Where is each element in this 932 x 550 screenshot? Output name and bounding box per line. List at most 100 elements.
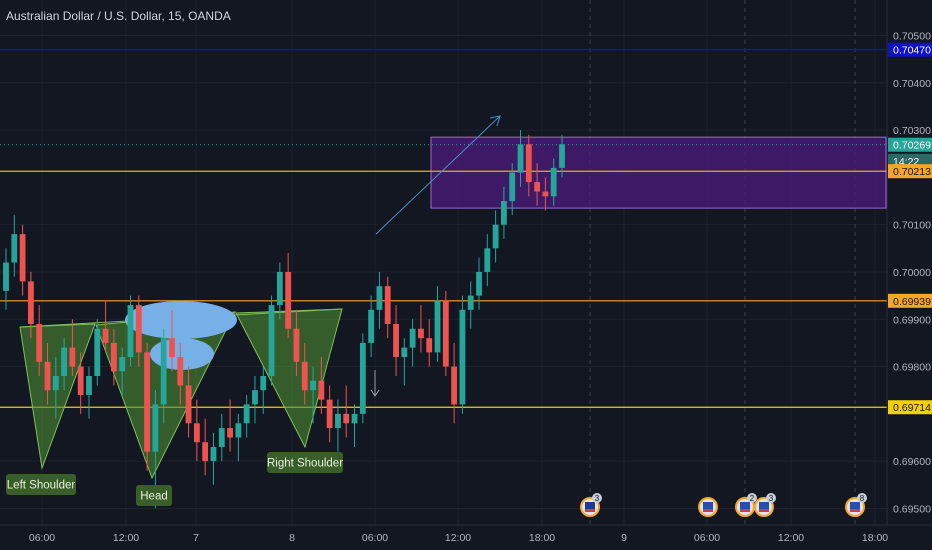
annotation-label-bg	[6, 474, 76, 495]
x-tick-label: 18:00	[862, 532, 888, 544]
candle-body	[418, 328, 424, 339]
chart-title: Australian Dollar / U.S. Dollar, 15, OAN…	[6, 9, 231, 23]
candle-body	[459, 309, 466, 405]
candle-body	[401, 347, 408, 358]
candle-body	[293, 328, 300, 362]
candle-body	[252, 390, 258, 405]
y-tick-label: 0.70300	[893, 125, 931, 137]
price-label: 0.70269	[893, 140, 931, 152]
price-label-bg	[888, 137, 932, 152]
candle-body	[202, 442, 209, 462]
candle-body	[52, 376, 59, 391]
candle-body	[61, 347, 67, 377]
candle-body	[169, 338, 175, 358]
flag-stripe	[703, 509, 713, 512]
blue-highlight-large	[125, 301, 237, 339]
candle-body	[268, 305, 275, 377]
x-tick-label: 06:00	[29, 532, 55, 544]
y-tick-label: 0.70400	[893, 78, 931, 90]
y-tick-label: 0.69800	[893, 362, 931, 374]
right-shoulder-label: Right Shoulder	[267, 458, 343, 470]
down-arrow-head	[370, 389, 380, 397]
candle-body	[127, 305, 134, 358]
flag-stripe	[585, 509, 595, 512]
up-arrow-line	[375, 115, 501, 235]
candle-body	[185, 385, 192, 424]
candle-body	[19, 234, 26, 282]
candle-body	[177, 357, 184, 386]
candle-body	[210, 446, 217, 462]
candle-body	[451, 366, 458, 405]
candle-body	[318, 380, 325, 400]
candle-body	[135, 305, 142, 353]
price-label: 0.70470	[893, 45, 931, 57]
candle-body	[285, 271, 292, 329]
price-label: 0.69939	[893, 296, 931, 308]
x-tick-label: 06:00	[694, 532, 720, 544]
candle-body	[351, 413, 358, 424]
x-tick-label: 7	[193, 532, 199, 544]
candle-body	[227, 428, 233, 438]
candle-body	[102, 328, 109, 343]
candle-body	[368, 309, 375, 343]
price-label: 0.69714	[893, 402, 931, 414]
price-label-bg	[888, 293, 932, 308]
price-label: 0.70213	[893, 166, 931, 178]
price-label-bg	[888, 164, 932, 179]
candle-body	[492, 224, 499, 249]
candle-body	[359, 342, 366, 414]
y-tick-label: 0.69600	[893, 456, 931, 468]
price-label-bg	[888, 400, 932, 415]
candle-body	[326, 399, 333, 429]
event-count-text: 3	[595, 494, 600, 503]
candle-body	[501, 201, 507, 225]
left-shoulder-label: Left Shoulder	[7, 480, 76, 492]
candle-body	[426, 338, 433, 353]
candle-body	[301, 361, 308, 391]
head-label: Head	[140, 491, 168, 503]
x-tick-label: 8	[289, 532, 295, 544]
candle-body	[160, 338, 167, 405]
flag-canton	[585, 502, 595, 509]
event-count-badge	[592, 493, 602, 503]
event-count-badge	[766, 493, 776, 503]
candle-body	[434, 300, 441, 353]
flag-canton	[740, 502, 750, 509]
candle-body	[44, 361, 51, 391]
flag-canton	[850, 502, 860, 509]
candle-body	[517, 144, 524, 173]
candle-body	[193, 423, 200, 443]
candle-body	[144, 352, 150, 452]
flag-stripe	[740, 509, 750, 512]
candle-body	[409, 328, 416, 348]
candle-body	[476, 271, 482, 296]
candle-body	[376, 286, 383, 310]
candle-body	[384, 286, 391, 324]
candle-body	[442, 300, 449, 367]
x-tick-label: 9	[621, 532, 627, 544]
candle-body	[27, 281, 34, 324]
x-tick-label: 12:00	[445, 532, 471, 544]
candle-body	[542, 191, 549, 197]
candle-body	[77, 366, 84, 395]
flag-stripe	[850, 509, 860, 512]
candle-body	[335, 413, 341, 429]
y-tick-label: 0.69500	[893, 503, 931, 515]
candle-body	[218, 428, 225, 447]
y-tick-label: 0.69900	[893, 314, 931, 326]
supply-zone	[430, 136, 887, 209]
event-count-text: 3	[769, 494, 774, 503]
candle-body	[94, 328, 101, 377]
time-axis	[0, 525, 932, 550]
flag-stripe	[759, 509, 769, 512]
candle-body	[550, 167, 557, 197]
event-count-text: 2	[750, 494, 755, 503]
candle-body	[243, 404, 250, 424]
x-tick-label: 18:00	[529, 532, 555, 544]
candle-body	[534, 182, 541, 192]
candle-body	[3, 262, 9, 291]
candle-body	[525, 144, 532, 183]
candle-body	[260, 376, 267, 391]
candle-body	[36, 323, 43, 362]
